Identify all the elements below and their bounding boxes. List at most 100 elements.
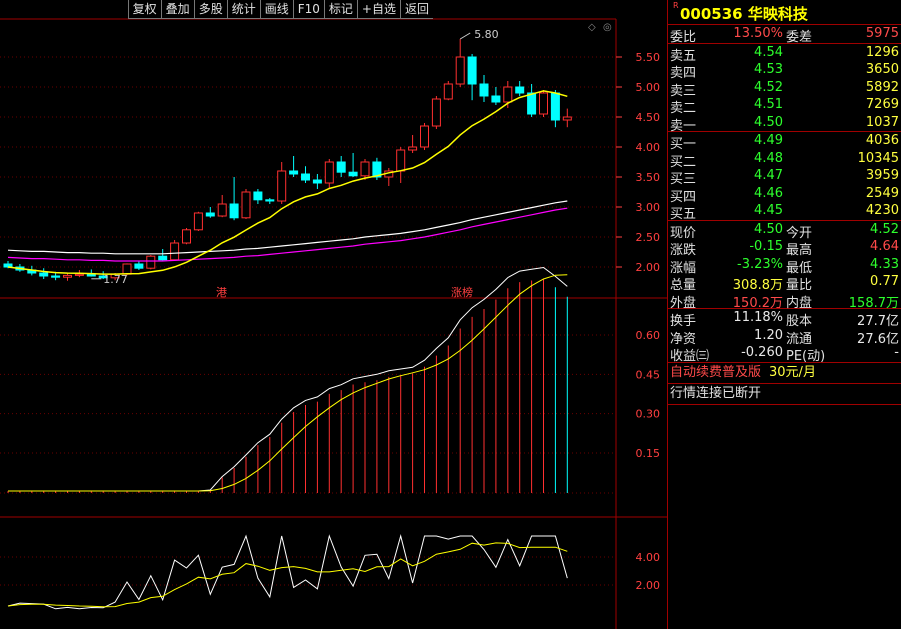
toolbar-fuquan-button[interactable]: 复权 (127, 0, 161, 19)
candle-body (431, 98, 441, 127)
stock-header: R 000536 华映科技 (668, 0, 901, 25)
bid-level-volume: 10345 (857, 150, 899, 166)
stat-label: 总量 (670, 278, 697, 293)
candle-body (515, 86, 525, 94)
ask-level-volume: 1037 (865, 114, 899, 130)
ma-long-line (7, 200, 568, 255)
ask-level-row[interactable]: 卖二 4.51 7269 (668, 96, 901, 116)
stat-label: 收益㈢ (670, 349, 710, 364)
ask-level-volume: 7269 (865, 97, 899, 112)
stat-value: 4.52 (870, 221, 899, 237)
candle-body (491, 95, 501, 103)
candle-body (182, 229, 191, 244)
dif-line (8, 266, 568, 492)
candle-body (348, 171, 358, 177)
ask-level-row[interactable]: 卖一 4.50 1037 (668, 114, 901, 134)
ask-level-price: 4.51 (754, 97, 783, 112)
diamond-icon[interactable]: ◇ (588, 22, 596, 33)
candle-body (372, 161, 382, 178)
stock-title[interactable]: 000536 华映科技 (680, 3, 808, 24)
price-axis-label: 3.00 (636, 201, 661, 214)
stat-label: 最低 (786, 260, 813, 276)
stat-value: 308.8万 (732, 278, 783, 293)
ma-mid-line (7, 207, 568, 262)
stat-label: PE(动) (786, 349, 826, 364)
weicha-value: 5975 (865, 26, 899, 41)
low-axis-label: 2.00 (636, 579, 661, 592)
connection-status: 行情连接已断开 (668, 384, 901, 405)
stat-row: 涨幅 -3.23% 最低 4.33 (668, 256, 901, 276)
toolbar-add-watchlist-button[interactable]: +自选 (356, 0, 400, 19)
candle-body (301, 173, 310, 181)
bid-level-row[interactable]: 买三 4.47 3959 (668, 167, 901, 187)
ask-level-row[interactable]: 卖四 4.53 3650 (668, 61, 901, 81)
candle-body (408, 146, 418, 151)
stat-label: 量比 (786, 278, 813, 293)
bid-level-row[interactable]: 买四 4.46 2549 (668, 185, 901, 205)
ask-level-row[interactable]: 卖三 4.52 5892 (668, 79, 901, 99)
stat-value: 27.6亿 (857, 331, 899, 347)
bid-level-price: 4.45 (754, 203, 783, 218)
bid-level-label: 买二 (670, 154, 697, 170)
bid-level-volume: 2549 (865, 185, 899, 201)
ask-level-label: 卖一 (670, 118, 697, 134)
candle-body (170, 242, 180, 261)
stat-value: 11.18% (733, 310, 783, 325)
toolbar-duogu-button[interactable]: 多股 (193, 0, 227, 19)
bid-level-price: 4.46 (754, 185, 783, 201)
bid-level-row[interactable]: 买一 4.49 4036 (668, 132, 901, 152)
ask-level-price: 4.52 (754, 79, 783, 95)
candle-body (253, 191, 263, 201)
toolbar-huaxian-button[interactable]: 画线 (259, 0, 293, 19)
weicha-label: 委差 (786, 30, 813, 45)
stat-value: 158.7万 (848, 295, 899, 311)
stat-row: 现价 4.50 今开 4.52 (668, 221, 901, 241)
candle-body (229, 203, 239, 219)
ask-level-row[interactable]: 卖五 4.54 1296 (668, 44, 901, 64)
candle-body (324, 161, 334, 184)
toolbar-tongji-button[interactable]: 统计 (226, 0, 260, 19)
stat-value: -0.15 (749, 239, 783, 254)
price-axis-label: 2.50 (636, 231, 661, 244)
candle-body (467, 56, 477, 85)
stat-label: 换手 (670, 314, 697, 329)
weibi-label: 委比 (670, 30, 697, 45)
high-marker-line (459, 32, 471, 40)
stock-name: 华映科技 (747, 5, 808, 23)
mid-axis-label: 0.60 (636, 329, 661, 342)
volume-ratio-line (7, 534, 568, 610)
volume-ratio-ma-line (7, 542, 568, 608)
price-axis-label: 4.50 (636, 111, 661, 124)
low-price-label: 1.77 (103, 273, 128, 286)
candle-body (86, 273, 96, 277)
candle-body (360, 161, 370, 177)
kline-chart-area[interactable]: 5.50 5.00 4.50 4.00 3.50 3.00 2.50 2.00 5.80 1.77… (0, 0, 667, 629)
stat-row: 外盘 150.2万 内盘 158.7万 (668, 291, 901, 311)
candle-body (527, 92, 537, 115)
bid-levels: 买一 4.49 4036 买二 4.48 10345 买三 4.47 3959 买四 4.46 254… (668, 132, 901, 222)
price-axis-label: 5.00 (636, 81, 661, 94)
kline-chart[interactable]: 5.50 5.00 4.50 4.00 3.50 3.00 2.50 2.00 5.80 1.77… (0, 0, 667, 629)
stat-value: 4.33 (870, 256, 899, 272)
toolbar-biaoji-button[interactable]: 标记 (323, 0, 357, 19)
candle-body (98, 275, 108, 279)
bid-level-row[interactable]: 买五 4.45 4230 (668, 202, 901, 222)
toolbar-f10-button[interactable]: F10 (292, 0, 324, 19)
dea-line (8, 274, 568, 492)
ask-level-volume: 1296 (865, 44, 899, 60)
candle-body (51, 275, 61, 278)
ask-level-price: 4.50 (754, 114, 783, 130)
toolbar-back-button[interactable]: 返回 (399, 0, 433, 19)
stat-row: 总量 308.8万 量比 0.77 (668, 273, 901, 293)
candle-body (479, 83, 489, 97)
candle-body (336, 161, 346, 173)
promo-banner[interactable]: 自动续费普及版 30元/月 (668, 363, 901, 384)
stat-label: 内盘 (786, 295, 813, 311)
stat-row: 换手 11.18% 股本 27.7亿 (668, 309, 901, 329)
candle-body (217, 203, 227, 217)
bid-level-row[interactable]: 买二 4.48 10345 (668, 150, 901, 170)
settings-circle-icon[interactable]: ◎ (603, 22, 612, 33)
stat-value: 27.7亿 (857, 314, 899, 329)
weibi-row: 委比 13.50% 委差 5975 (668, 25, 901, 45)
toolbar-diejia-button[interactable]: 叠加 (160, 0, 194, 19)
